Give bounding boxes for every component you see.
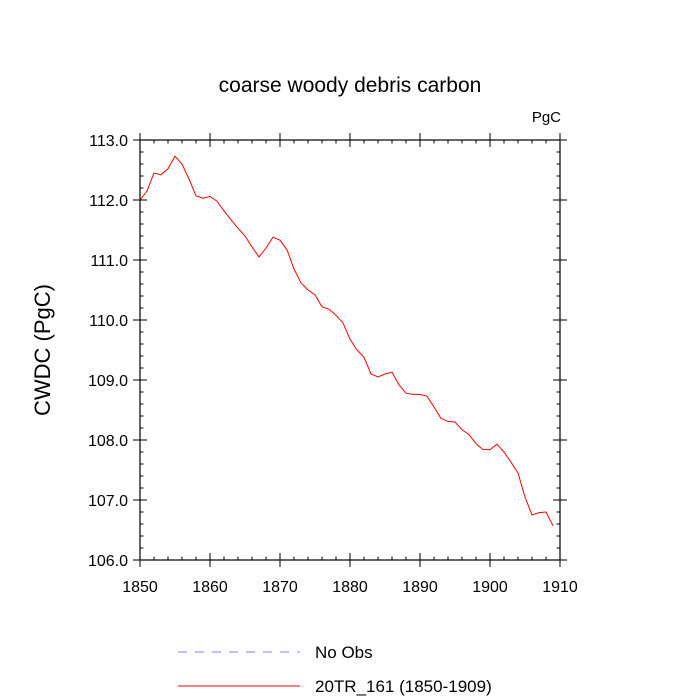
y-tick-label: 109.0 (88, 373, 128, 390)
y-tick-label: 110.0 (89, 313, 128, 330)
plot-lines (139, 155, 554, 527)
axis-ticks (133, 133, 567, 567)
x-tick-label: 1910 (542, 579, 578, 596)
x-tick-label: 1890 (402, 579, 438, 596)
y-tick-label: 112.0 (89, 193, 128, 210)
legend: No Obs 20TR_161 (1850-1909) (178, 643, 492, 696)
units-label: PgC (532, 109, 561, 126)
x-tick-label: 1880 (332, 579, 368, 596)
y-axis-label: CWDC (PgC) (30, 284, 55, 416)
x-tick-label: 1870 (262, 579, 298, 596)
y-tick-label: 108.0 (88, 433, 128, 450)
y-tick-label: 113.0 (89, 133, 128, 150)
y-tick-label: 106.0 (88, 553, 128, 570)
x-tick-label: 1860 (192, 579, 228, 596)
legend-label-no-obs: No Obs (315, 643, 373, 662)
y-tick-label: 107.0 (88, 493, 128, 510)
legend-label-20tr-161: 20TR_161 (1850-1909) (315, 677, 492, 696)
plot-frame (139, 139, 561, 561)
chart-title: coarse woody debris carbon (219, 74, 482, 97)
y-tick-label: 111.0 (90, 253, 128, 270)
x-tick-label: 1900 (472, 579, 508, 596)
series-line-1 (139, 155, 554, 527)
x-tick-label: 1850 (122, 579, 158, 596)
axis-tick-labels: 1850 1860 1870 1880 1890 1900 1910 106.0 107.0 10… (88, 133, 578, 596)
